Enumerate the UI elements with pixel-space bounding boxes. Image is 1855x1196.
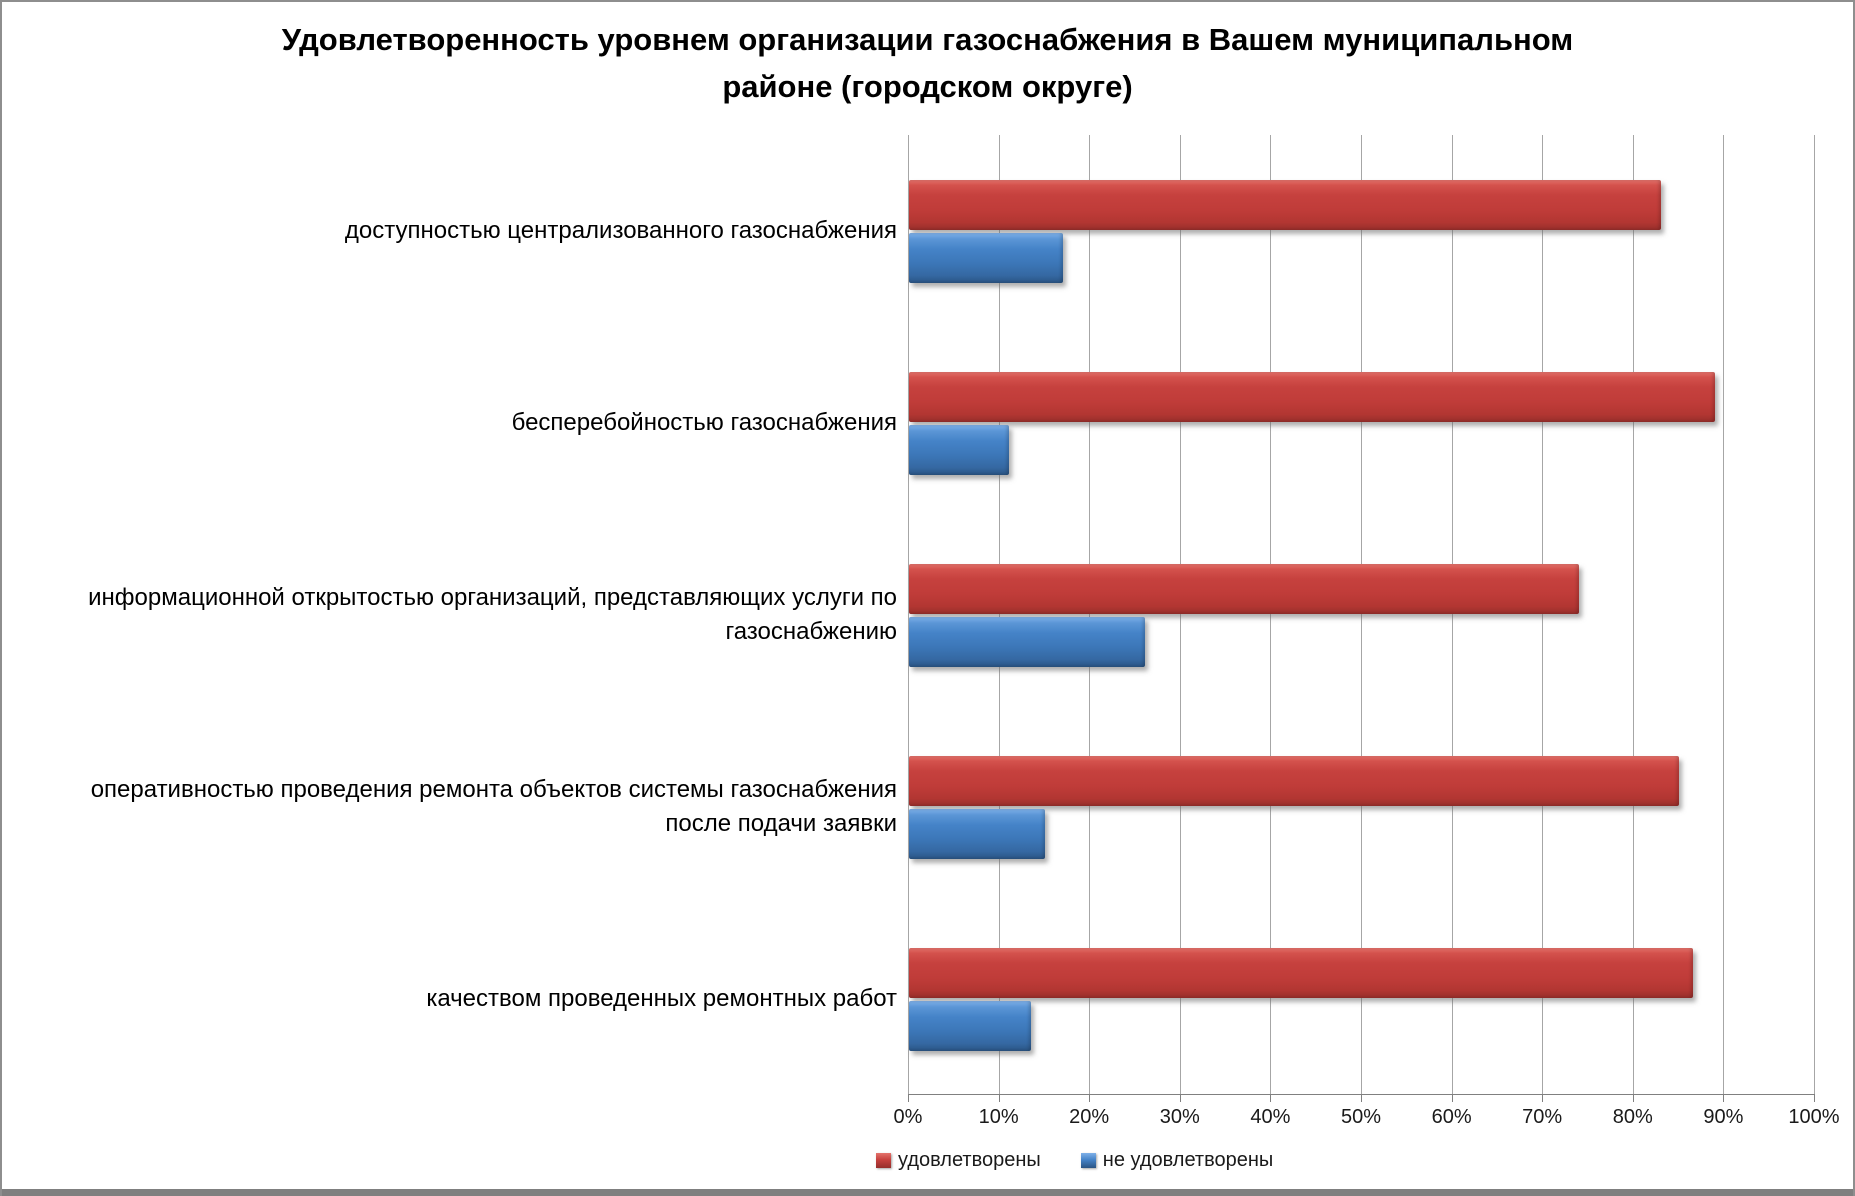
legend-marker-not-satisfied — [1080, 1153, 1096, 1168]
bar-not-satisfied — [909, 233, 1064, 283]
axis-tick — [908, 1095, 909, 1102]
chart-title: Удовлетворенность уровнем организации га… — [281, 22, 1574, 104]
x-axis-tick-label: 50% — [1340, 1106, 1382, 1128]
axis-tick — [1361, 1095, 1362, 1102]
x-axis-line — [908, 1094, 1815, 1095]
gridline — [1270, 135, 1272, 1095]
bar-satisfied — [909, 180, 1661, 230]
x-axis-tick-label: 70% — [1522, 1106, 1563, 1128]
x-axis-tick-label: 10% — [978, 1106, 1019, 1128]
legend-item: не удовлетворены — [1080, 1149, 1274, 1172]
bar-satisfied — [909, 948, 1693, 998]
bar-satisfied — [909, 756, 1680, 806]
x-axis-tick-label: 40% — [1250, 1106, 1291, 1128]
legend-label: не удовлетворены — [1102, 1149, 1274, 1171]
bottom-border — [2, 1189, 1853, 1196]
category-label: бесперебойностью газоснабжения — [511, 409, 897, 436]
bar-not-satisfied — [909, 809, 1045, 859]
gridline — [1179, 135, 1181, 1095]
x-axis-tick-label: 30% — [1159, 1106, 1200, 1128]
bar-not-satisfied — [909, 425, 1009, 475]
category-label: информационной открытостью организаций, … — [88, 584, 897, 645]
x-axis-tick-label: 80% — [1612, 1106, 1653, 1128]
gridline — [1632, 135, 1634, 1095]
legend-marker-satisfied — [876, 1153, 891, 1168]
bar-not-satisfied — [909, 617, 1145, 667]
gridline — [1451, 135, 1453, 1095]
legend: удовлетворены не удовлетворены — [876, 1149, 1273, 1172]
category-label: качеством проведенных ремонтных работ — [426, 985, 897, 1012]
category-label: оперативностью проведения ремонта объект… — [90, 776, 897, 837]
axis-tick — [1814, 1095, 1815, 1102]
gridline — [998, 135, 1000, 1095]
gridline — [1089, 135, 1091, 1095]
x-axis-tick-label: 90% — [1703, 1106, 1744, 1128]
category-label: доступностью централизованного газоснабж… — [344, 217, 897, 244]
axis-tick — [1451, 1095, 1453, 1102]
bar-satisfied — [909, 372, 1716, 422]
x-axis-tick-label: 60% — [1431, 1106, 1472, 1128]
x-axis-tick-label: 20% — [1069, 1106, 1110, 1128]
x-axis-tick-label: 0% — [893, 1106, 923, 1128]
axis-tick — [1542, 1095, 1544, 1102]
axis-tick — [1632, 1095, 1634, 1102]
bar-satisfied — [909, 564, 1580, 614]
plot-area — [908, 135, 1815, 1102]
legend-item: удовлетворены — [876, 1149, 1041, 1172]
axis-tick — [1179, 1095, 1181, 1102]
gridline — [1542, 135, 1544, 1095]
gridline — [908, 135, 909, 1095]
bar-not-satisfied — [909, 1001, 1032, 1051]
legend-label: удовлетворены — [898, 1149, 1041, 1171]
axis-tick — [1270, 1095, 1272, 1102]
axis-tick — [1089, 1095, 1091, 1102]
axis-tick — [998, 1095, 1000, 1102]
axis-tick — [1723, 1095, 1725, 1102]
x-axis-tick-label: 100% — [1788, 1106, 1840, 1128]
gridline — [1723, 135, 1725, 1095]
gridline — [1814, 135, 1815, 1095]
gridline — [1361, 135, 1362, 1095]
